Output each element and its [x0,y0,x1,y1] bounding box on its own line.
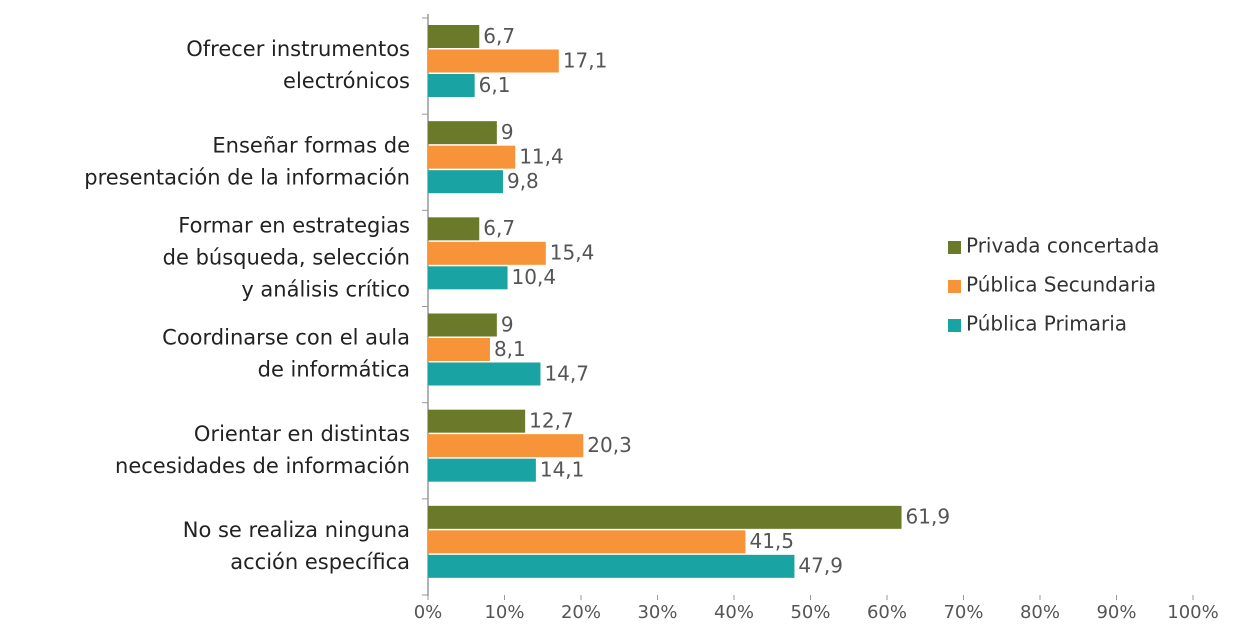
bar [428,121,497,145]
category-label: Enseñar formas de [212,133,410,157]
data-label: 9 [501,312,514,336]
category-label: electrónicos [283,69,410,93]
data-label: 41,5 [749,529,794,553]
bar [428,266,508,290]
bar [428,170,503,194]
bar [428,362,541,386]
data-label: 6,7 [483,24,515,48]
data-label: 20,3 [587,433,632,457]
category-label: presentación de la información [84,165,410,189]
data-label: 6,7 [483,216,515,240]
x-tick-label: 90% [1096,602,1136,623]
category-label: acción específica [230,550,410,574]
x-tick-label: 60% [867,602,907,623]
legend-label: Pública Secundaria [966,273,1156,297]
bar [428,145,516,169]
category-label: Formar en estrategias [178,213,410,237]
bar [428,530,746,554]
bar [428,505,902,529]
category-label: Ofrecer instrumentos [186,37,410,61]
bar [428,434,584,458]
x-tick-label: 0% [414,602,443,623]
category-label: de búsqueda, selección [163,245,410,269]
legend-swatch [948,280,961,293]
x-tick-label: 100% [1167,602,1218,623]
legend-label: Pública Primaria [966,312,1127,336]
x-tick-label: 40% [714,602,754,623]
bar [428,74,475,97]
bar [428,554,795,578]
data-label: 9,8 [507,169,539,193]
bar [428,25,480,48]
category-label: y análisis crítico [241,277,410,301]
bar [428,409,526,433]
category-label: Coordinarse con el aula [162,326,410,350]
legend-swatch [948,319,961,332]
data-label: 14,7 [544,361,589,385]
data-label: 8,1 [494,337,526,361]
data-label: 10,4 [512,265,557,289]
data-label: 17,1 [563,48,608,72]
data-label: 47,9 [798,554,843,578]
data-label: 14,1 [540,457,585,481]
x-tick-label: 10% [484,602,524,623]
bar [428,338,490,361]
data-label: 9 [501,120,514,144]
category-label: No se realiza ninguna [183,518,410,542]
data-label: 61,9 [906,505,951,529]
data-label: 11,4 [519,144,564,168]
x-tick-label: 30% [637,602,677,623]
bar [428,458,536,482]
category-label: necesidades de información [115,454,410,478]
bar [428,217,480,241]
legend-swatch [948,241,961,254]
legend-label: Privada concertada [966,234,1159,258]
bar [428,49,559,73]
x-tick-label: 80% [1020,602,1060,623]
bar [428,241,546,265]
category-label: de informática [258,358,410,382]
category-label: Orientar en distintas [194,422,410,446]
data-label: 15,4 [550,241,595,265]
x-tick-label: 70% [943,602,983,623]
bar [428,313,497,337]
data-label: 12,7 [529,408,574,432]
x-tick-label: 50% [790,602,830,623]
x-tick-label: 20% [561,602,601,623]
data-label: 6,1 [479,73,511,97]
